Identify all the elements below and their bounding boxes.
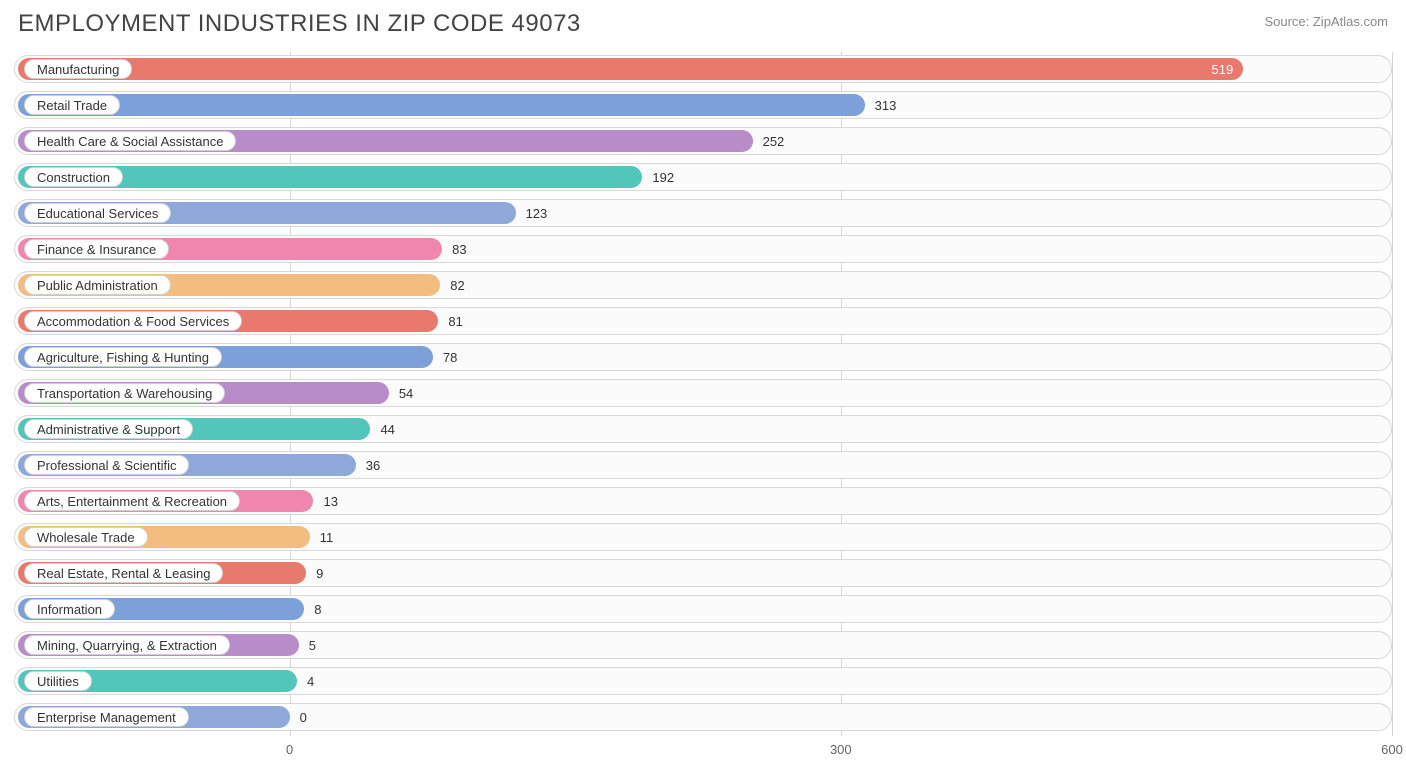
bar-label-pill: Agriculture, Fishing & Hunting — [24, 347, 222, 367]
bar-value-label: 36 — [358, 448, 380, 482]
bar-row: Mining, Quarrying, & Extraction 5 — [14, 628, 1392, 662]
bar-value-label: 82 — [442, 268, 464, 302]
gridline — [1392, 52, 1393, 736]
bar-value-label: 11 — [312, 520, 334, 554]
bar — [18, 58, 1243, 80]
bar-value-label: 5 — [301, 628, 316, 662]
bar-value-label: 44 — [372, 412, 394, 446]
bar-row: Real Estate, Rental & Leasing 9 — [14, 556, 1392, 590]
bar-row: Transportation & Warehousing 54 — [14, 376, 1392, 410]
bar-value-label: 519 — [1211, 52, 1233, 86]
x-axis: 0300600 — [14, 740, 1392, 764]
bar-value-label: 8 — [306, 592, 321, 626]
bar-label-pill: Finance & Insurance — [24, 239, 169, 259]
bar-row: Agriculture, Fishing & Hunting 78 — [14, 340, 1392, 374]
chart-plot-area: Manufacturing519Retail Trade313Health Ca… — [14, 52, 1392, 736]
bar-label-pill: Enterprise Management — [24, 707, 189, 727]
bar-row: Finance & Insurance 83 — [14, 232, 1392, 266]
bar-value-label: 192 — [644, 160, 674, 194]
bar-label-pill: Real Estate, Rental & Leasing — [24, 563, 223, 583]
chart-title: EMPLOYMENT INDUSTRIES IN ZIP CODE 49073 — [18, 10, 581, 38]
bar-label-pill: Retail Trade — [24, 95, 120, 115]
bar-value-label: 83 — [444, 232, 466, 266]
bar-row: Utilities 4 — [14, 664, 1392, 698]
bar-row: Public Administration 82 — [14, 268, 1392, 302]
bar-label-pill: Wholesale Trade — [24, 527, 148, 547]
bar-row: Enterprise Management 0 — [14, 700, 1392, 734]
bar-row: Manufacturing 519 — [14, 52, 1392, 86]
bar-label-pill: Administrative & Support — [24, 419, 193, 439]
bar-label-pill: Educational Services — [24, 203, 171, 223]
x-axis-tick-label: 600 — [1381, 742, 1403, 757]
x-axis-tick-label: 300 — [830, 742, 852, 757]
bar-value-label: 0 — [292, 700, 307, 734]
bar-label-pill: Construction — [24, 167, 123, 187]
bar-value-label: 4 — [299, 664, 314, 698]
bar-label-pill: Health Care & Social Assistance — [24, 131, 236, 151]
chart-container: EMPLOYMENT INDUSTRIES IN ZIP CODE 49073 … — [0, 0, 1406, 776]
bar-row: Wholesale Trade 11 — [14, 520, 1392, 554]
bar-value-label: 78 — [435, 340, 457, 374]
bar-label-pill: Accommodation & Food Services — [24, 311, 242, 331]
bar-value-label: 54 — [391, 376, 413, 410]
bar-label-pill: Arts, Entertainment & Recreation — [24, 491, 240, 511]
bar-label-pill: Professional & Scientific — [24, 455, 189, 475]
bar-value-label: 252 — [755, 124, 785, 158]
bar-value-label: 13 — [315, 484, 337, 518]
bar-label-pill: Transportation & Warehousing — [24, 383, 225, 403]
bar-value-label: 313 — [867, 88, 897, 122]
bar-row: Health Care & Social Assistance 252 — [14, 124, 1392, 158]
chart-header: EMPLOYMENT INDUSTRIES IN ZIP CODE 49073 … — [14, 10, 1392, 52]
bar-row: Construction 192 — [14, 160, 1392, 194]
bar-label-pill: Utilities — [24, 671, 92, 691]
bar-row: Information 8 — [14, 592, 1392, 626]
bar — [18, 94, 865, 116]
bar-row: Accommodation & Food Services 81 — [14, 304, 1392, 338]
bar-value-label: 9 — [308, 556, 323, 590]
bar-row: Educational Services 123 — [14, 196, 1392, 230]
bar-label-pill: Information — [24, 599, 115, 619]
bar-value-label: 81 — [440, 304, 462, 338]
bar-row: Professional & Scientific 36 — [14, 448, 1392, 482]
bar-label-pill: Public Administration — [24, 275, 171, 295]
bar-value-label: 123 — [518, 196, 548, 230]
bar-label-pill: Manufacturing — [24, 59, 132, 79]
x-axis-tick-label: 0 — [286, 742, 293, 757]
bar-label-pill: Mining, Quarrying, & Extraction — [24, 635, 230, 655]
bar-row: Arts, Entertainment & Recreation 13 — [14, 484, 1392, 518]
bar-row: Retail Trade 313 — [14, 88, 1392, 122]
bar-row: Administrative & Support 44 — [14, 412, 1392, 446]
chart-source: Source: ZipAtlas.com — [1264, 10, 1388, 29]
